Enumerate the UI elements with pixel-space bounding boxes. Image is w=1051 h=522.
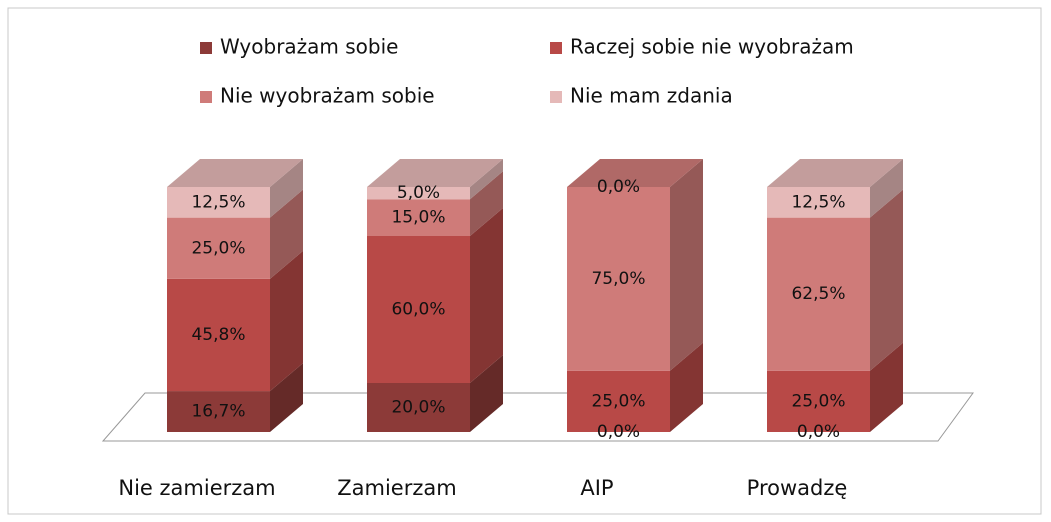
value-label: 0,0% [597, 422, 640, 442]
value-label: 60,0% [391, 300, 445, 320]
value-label: 0,0% [597, 177, 640, 197]
bar-segment [567, 370, 670, 432]
bar-side [670, 159, 703, 371]
legend-label: Wyobrażam sobie [220, 35, 398, 59]
bar-side [270, 189, 303, 279]
bar-segment [367, 187, 470, 200]
bar-segment [167, 278, 270, 392]
bar-segment [767, 217, 870, 371]
bar-top [367, 159, 503, 187]
bar-segment [367, 383, 470, 432]
x-tick-label: Zamierzam [337, 476, 456, 500]
legend-swatch [200, 42, 212, 54]
bar-side [470, 171, 503, 236]
value-label: 16,7% [191, 402, 245, 422]
bar-side [470, 159, 503, 200]
legend-label: Nie mam zdania [570, 84, 733, 108]
value-label: 25,0% [191, 238, 245, 258]
bar-top [167, 159, 303, 187]
value-label: 45,8% [191, 325, 245, 345]
legend-label: Nie wyobrażam sobie [220, 84, 435, 108]
bar-side [470, 208, 503, 383]
legend-swatch [200, 91, 212, 103]
value-label: 20,0% [391, 398, 445, 418]
bar-segment [367, 236, 470, 383]
value-label: 12,5% [191, 192, 245, 212]
value-label: 62,5% [791, 284, 845, 304]
bar-side [270, 363, 303, 432]
x-tick-label: Nie zamierzam [118, 476, 275, 500]
bar-segment [367, 199, 470, 236]
value-label: 25,0% [591, 391, 645, 411]
value-label: 75,0% [591, 269, 645, 289]
bar-side [870, 189, 903, 371]
value-label: 0,0% [797, 422, 840, 442]
bar-side [870, 342, 903, 432]
bar-side [470, 355, 503, 432]
value-label: 12,5% [791, 192, 845, 212]
bar-side [270, 250, 303, 392]
bar-segment [167, 391, 270, 432]
bar-segment [767, 370, 870, 432]
bar-top [767, 159, 903, 187]
bar-side [670, 342, 703, 432]
value-label: 15,0% [391, 208, 445, 228]
value-label: 5,0% [397, 183, 440, 203]
bar-segment [167, 187, 270, 218]
legend-swatch [550, 42, 562, 54]
bar-top [567, 159, 703, 187]
bar-segment [567, 187, 670, 371]
bar-side [870, 159, 903, 218]
floor [101, 392, 974, 442]
bar-side [270, 159, 303, 218]
x-tick-label: Prowadzę [747, 476, 848, 500]
bar-segment [167, 217, 270, 279]
legend-label: Raczej sobie nie wyobrażam [570, 35, 854, 59]
value-label: 25,0% [791, 391, 845, 411]
bar-segment [767, 187, 870, 218]
legend-swatch [550, 91, 562, 103]
x-tick-label: AIP [580, 476, 613, 500]
